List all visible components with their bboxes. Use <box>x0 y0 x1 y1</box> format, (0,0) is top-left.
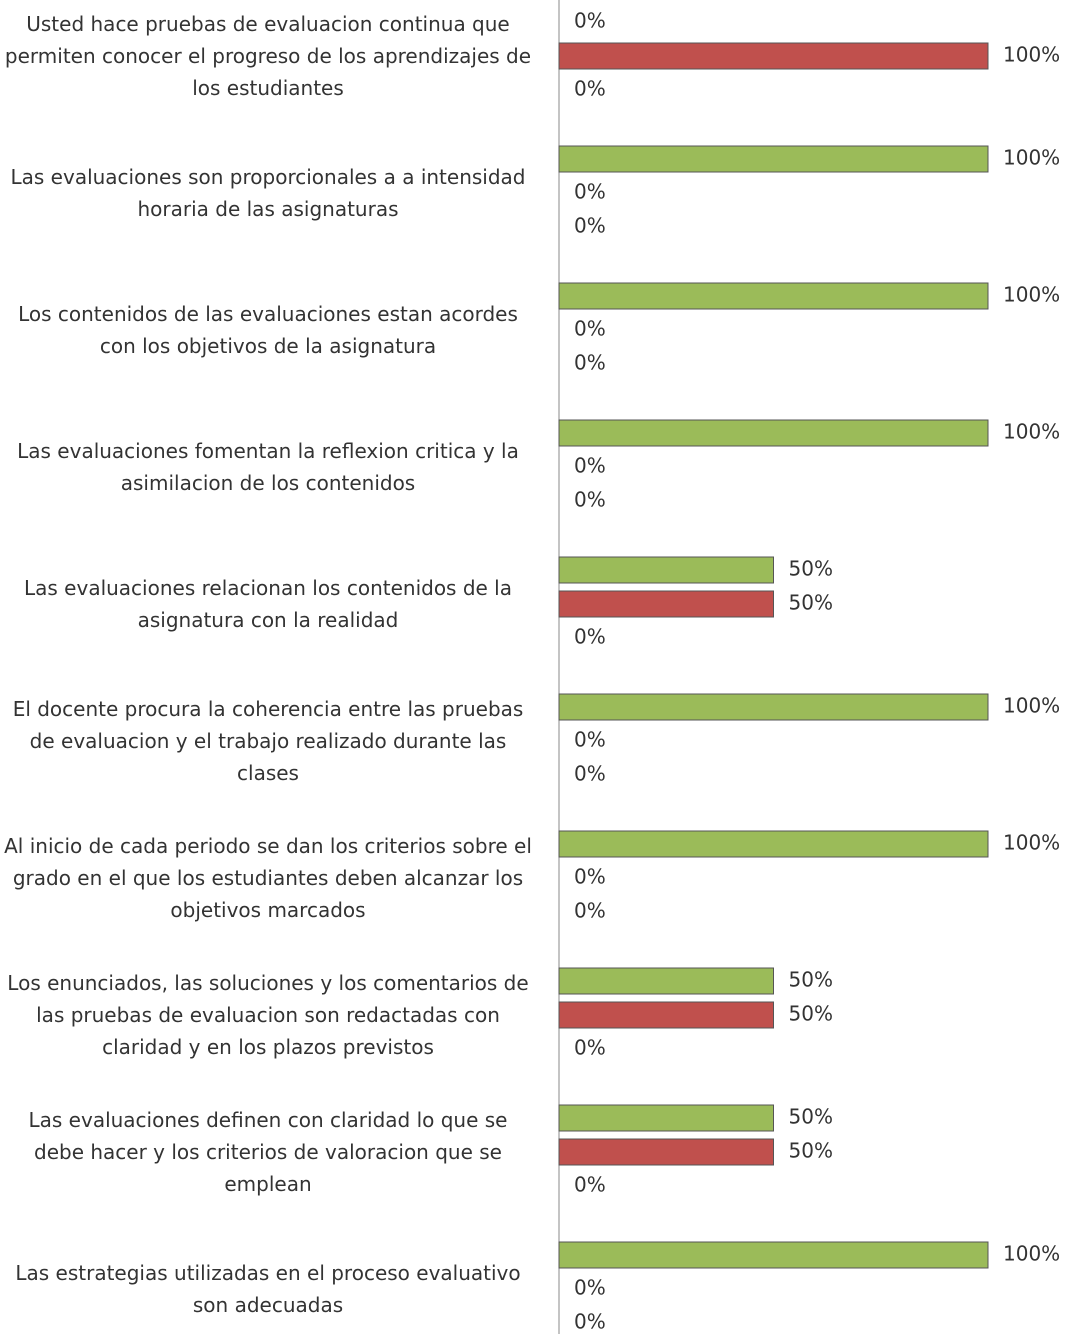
data-label: 100% <box>1003 146 1060 170</box>
data-label: 100% <box>1003 831 1060 855</box>
data-label: 0% <box>574 1310 606 1334</box>
data-label: 0% <box>574 454 606 478</box>
bar <box>558 1104 774 1132</box>
bar <box>558 42 989 70</box>
bar <box>558 693 989 721</box>
data-label: 0% <box>574 728 606 752</box>
bar <box>558 145 989 173</box>
category-label: Las evaluaciones son proporcionales a a … <box>10 165 526 221</box>
category-label: Las evaluaciones definen con claridad lo… <box>28 1108 508 1196</box>
data-label: 0% <box>574 77 606 101</box>
category-label: Al inicio de cada periodo se dan los cri… <box>4 834 532 922</box>
data-label: 50% <box>789 968 833 992</box>
category-label: Las estrategias utilizadas en el proceso… <box>15 1261 521 1317</box>
data-label: 0% <box>574 1036 606 1060</box>
data-label: 100% <box>1003 283 1060 307</box>
data-label: 50% <box>789 591 833 615</box>
data-label: 0% <box>574 762 606 786</box>
category-label: Los enunciados, las soluciones y los com… <box>7 971 529 1059</box>
bar <box>558 419 989 447</box>
data-label: 0% <box>574 214 606 238</box>
data-label: 0% <box>574 317 606 341</box>
category-label: Las evaluaciones relacionan los contenid… <box>24 576 512 632</box>
data-label: 100% <box>1003 1242 1060 1266</box>
data-label: 0% <box>574 899 606 923</box>
data-label: 0% <box>574 351 606 375</box>
data-label: 100% <box>1003 420 1060 444</box>
bar <box>558 967 774 995</box>
bar <box>558 1241 989 1269</box>
data-label: 100% <box>1003 694 1060 718</box>
bar <box>558 1001 774 1029</box>
data-label: 50% <box>789 1139 833 1163</box>
data-label: 50% <box>789 1002 833 1026</box>
data-label: 0% <box>574 1173 606 1197</box>
data-label: 50% <box>789 1105 833 1129</box>
data-label: 0% <box>574 865 606 889</box>
data-label: 0% <box>574 9 606 33</box>
bar <box>558 556 774 584</box>
bar <box>558 1138 774 1166</box>
category-label: Usted hace pruebas de evaluacion continu… <box>4 12 532 100</box>
data-label: 0% <box>574 488 606 512</box>
data-label: 50% <box>789 557 833 581</box>
bar <box>558 282 989 310</box>
data-label: 0% <box>574 1276 606 1300</box>
category-label: El docente procura la coherencia entre l… <box>12 697 524 785</box>
bar <box>558 830 989 858</box>
data-label: 0% <box>574 625 606 649</box>
data-label: 0% <box>574 180 606 204</box>
category-label: Los contenidos de las evaluaciones estan… <box>18 302 518 358</box>
data-label: 100% <box>1003 43 1060 67</box>
category-label: Las evaluaciones fomentan la reflexion c… <box>17 439 519 495</box>
bar <box>558 590 774 618</box>
